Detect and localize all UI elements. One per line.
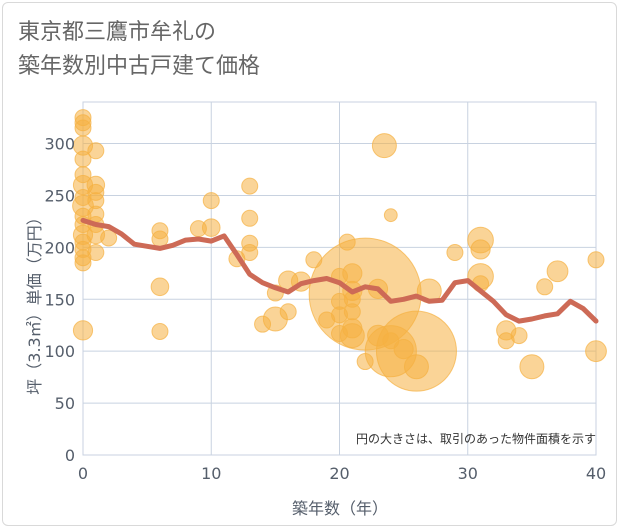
bubble-layer <box>72 109 607 392</box>
bubble <box>202 192 220 210</box>
bubble <box>87 142 105 160</box>
y-tick-label: 200 <box>44 238 75 257</box>
bubble <box>74 119 92 137</box>
x-tick-label: 40 <box>586 464 606 483</box>
bubble <box>375 310 457 392</box>
bubble <box>241 177 259 195</box>
bubble <box>403 354 429 380</box>
x-tick-label: 30 <box>458 464 478 483</box>
bubble <box>371 133 397 159</box>
bubble <box>585 340 607 363</box>
x-tick-label: 20 <box>329 464 349 483</box>
bubble <box>536 278 554 296</box>
trend-line <box>80 217 599 324</box>
y-tick-label: 250 <box>44 186 75 205</box>
bubble <box>546 260 569 283</box>
bubble <box>519 354 545 380</box>
bubble <box>446 244 464 262</box>
y-tick-label: 100 <box>44 342 75 361</box>
bubble <box>470 239 491 260</box>
title-line-1: 東京都三鷹市牟礼の <box>18 20 217 45</box>
size-note: 円の大きさは、取引のあった物件面積を示す <box>356 431 596 446</box>
bubble <box>383 208 398 223</box>
bubble <box>510 327 528 345</box>
y-tick-label: 0 <box>65 446 75 465</box>
bubble <box>279 303 297 321</box>
chart-title: 東京都三鷹市牟礼の 築年数別中古戸建て価格 <box>18 16 260 84</box>
y-tick-label: 150 <box>44 290 75 309</box>
y-axis-label: 坪（3.3㎡）単価（万円） <box>25 209 44 394</box>
bubble <box>150 277 170 297</box>
x-axis-label: 築年数（年） <box>292 499 388 518</box>
bubble <box>72 320 94 341</box>
bubble <box>87 244 105 262</box>
y-tick-label: 300 <box>44 135 75 154</box>
bubble <box>587 251 605 269</box>
bubble <box>74 254 92 272</box>
bubble <box>241 209 259 227</box>
bubble <box>151 322 169 340</box>
x-tick-label: 0 <box>78 464 88 483</box>
bubble <box>201 218 221 237</box>
y-tick-label: 50 <box>55 394 75 413</box>
grid <box>82 101 597 456</box>
bubble <box>100 229 118 247</box>
x-tick-label: 10 <box>201 464 221 483</box>
title-line-2: 築年数別中古戸建て価格 <box>18 54 261 79</box>
bubble <box>241 244 259 262</box>
tick-labels: 0 10 20 30 40 0 50 100 150 200 250 300 <box>44 135 606 483</box>
